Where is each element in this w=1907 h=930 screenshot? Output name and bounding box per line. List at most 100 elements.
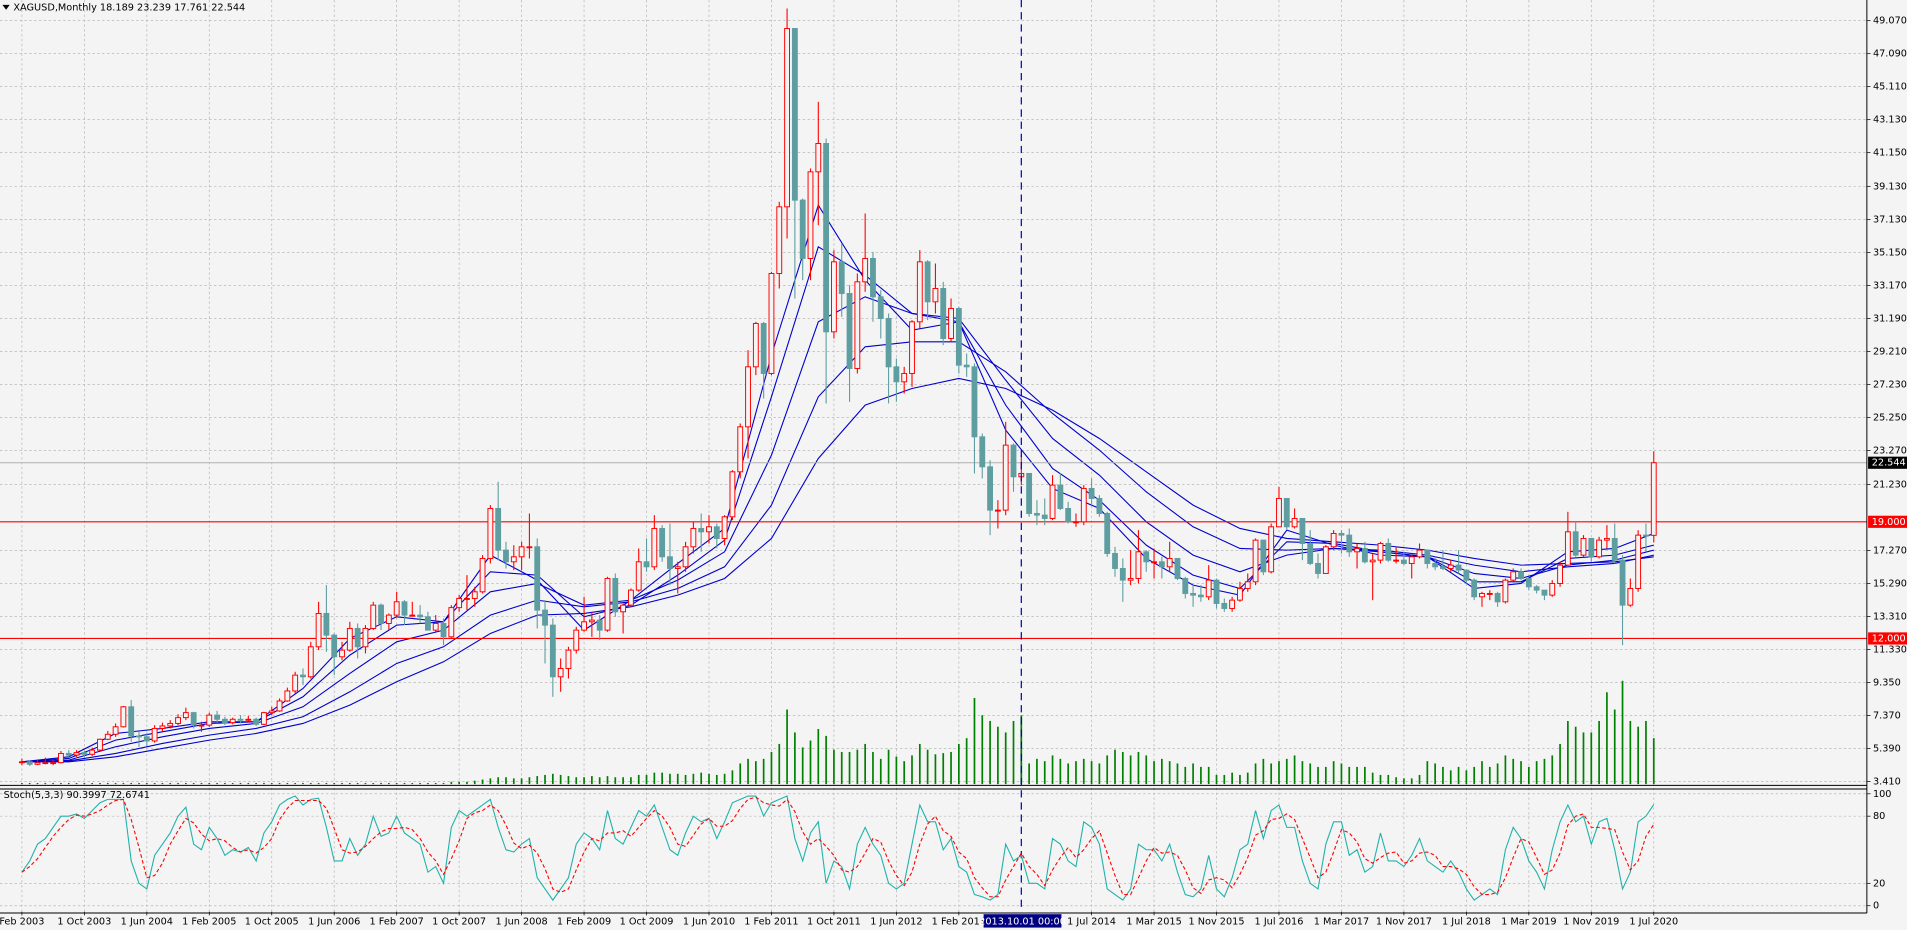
candle-body [1127,577,1134,581]
candle-body [557,667,564,678]
price-label: 22.544 [1872,458,1906,469]
indicator-title: Stoch(5,3,3) 90.3997 72.6741 [4,790,150,801]
y-tick-label: 7.370 [1873,711,1901,722]
candle-body [471,591,478,599]
x-tick-label: Feb 2003 [0,916,44,927]
candle-body [932,287,939,303]
candle-body [120,706,127,728]
candle-body [713,526,720,539]
candle-body [50,762,57,765]
chart-title: XAGUSD,Monthly 18.189 23.239 17.761 22.5… [13,2,245,13]
candle-body [1408,556,1415,564]
candle-body [690,527,697,548]
candle-body [1322,546,1329,574]
candle-body [1268,526,1275,573]
candle-body [549,624,556,678]
level-label: 19.000 [1872,517,1906,528]
candle-body [1377,542,1384,561]
candle-body [1619,559,1626,606]
candle-body [89,749,96,755]
candle-body [378,604,384,624]
candle-body [776,206,783,274]
menu-arrow [2,4,10,10]
y-tick-label: 39.130 [1873,181,1907,192]
candle-body [604,577,611,631]
candle-body [1143,551,1150,563]
candle-body [503,549,509,563]
candle-body [229,718,236,724]
candle-body [667,556,673,569]
candle-body [1463,569,1470,581]
candle-body [417,614,424,618]
candle-body [1010,444,1017,478]
candle-body [440,622,447,638]
y-tick-label: 17.270 [1873,546,1907,557]
x-tick-label: 1 Jul 2016 [1255,916,1304,927]
candle-body [901,372,908,383]
candle-body [1213,579,1220,604]
candle-body [807,171,814,259]
candle-body [151,727,158,742]
candle-body [143,736,150,742]
candle-body [1104,512,1111,554]
candle-body [674,566,681,569]
candle-body [1564,531,1571,566]
x-tick-label: 1 Jun 2004 [121,916,173,927]
candle-body [1650,462,1657,536]
candle-body [1174,557,1181,579]
candle-body [1354,547,1360,553]
candle-body [1330,532,1337,548]
x-tick-label: 1 Mar 2017 [1314,916,1369,927]
candle-body [1229,599,1236,609]
y-tick-label: 11.330 [1873,645,1907,656]
candle-body [1393,559,1400,562]
y-tick-label: 100 [1873,789,1892,800]
candle-body [737,426,744,473]
y-tick-label: 35.150 [1873,248,1907,259]
x-tick-label: 1 Mar 2015 [1126,916,1181,927]
candle-body [682,546,689,568]
candle-body [1643,534,1649,537]
candle-body [1533,586,1540,591]
candle-body [659,527,666,558]
candle-body [495,507,502,551]
candle-body [307,646,314,678]
y-tick-label: 0 [1873,901,1879,912]
candle-body [1252,539,1259,583]
y-tick-label: 33.170 [1873,281,1907,292]
candle-body [768,272,775,374]
candle-body [1346,534,1353,553]
x-tick-label: 1 Jun 2010 [683,916,735,927]
candle-body [1400,559,1407,564]
candle-body [534,546,541,611]
candle-body [42,762,49,765]
candle-body [261,712,267,725]
y-tick-label: 47.090 [1873,49,1907,60]
candle-body [1049,484,1056,519]
candle-body [1299,517,1306,544]
candle-body [362,627,369,648]
y-tick-label: 23.270 [1873,446,1907,457]
candle-body [1424,549,1431,564]
candle-body [1190,592,1197,596]
price-label-box [1868,456,1907,469]
candle-body [916,261,923,323]
candle-body [1096,497,1103,514]
candle-body [1611,537,1618,561]
candle-body [385,614,392,624]
candle-body [253,718,260,725]
candle-body [159,725,166,729]
candle-body [136,735,142,738]
candle-body [963,364,970,368]
x-tick-label: 1 Jul 2018 [1442,916,1491,927]
cursor-label: 2013.10.01 00:00 [979,916,1066,927]
candle-body [885,317,892,368]
candle-body [292,674,299,692]
y-tick-label: 25.250 [1873,413,1907,424]
candle-body [581,621,587,631]
candle-body [97,738,103,751]
candle-body [1455,564,1462,571]
candle-body [823,143,830,333]
